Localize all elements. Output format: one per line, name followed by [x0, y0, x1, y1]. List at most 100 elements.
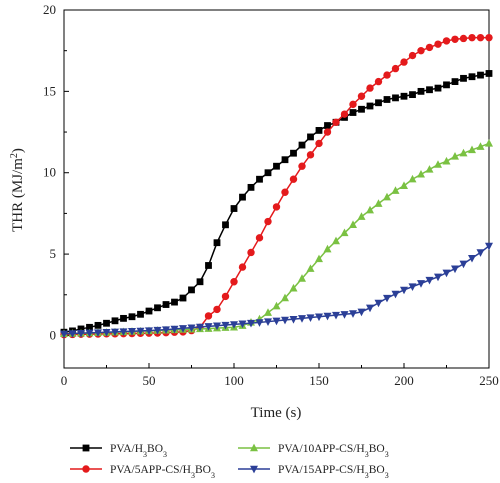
legend-entry-1: PVA/5APP-CS/H3BO3 [70, 464, 215, 480]
y-tick-label-3: 15 [43, 83, 56, 98]
data-point [375, 99, 382, 107]
data-point [103, 319, 110, 327]
data-point [485, 242, 493, 251]
data-point [349, 310, 357, 318]
data-point [443, 81, 450, 89]
data-point [128, 328, 136, 336]
data-point [145, 307, 153, 315]
x-tick-label-3: 150 [309, 373, 329, 388]
data-point [459, 148, 468, 157]
data-point [94, 321, 102, 329]
data-point [230, 278, 238, 286]
series-group [60, 33, 493, 339]
data-point [468, 33, 476, 42]
data-point [400, 286, 408, 295]
data-point [281, 188, 289, 196]
data-point [391, 290, 400, 299]
data-point [357, 308, 366, 317]
data-point [289, 283, 298, 292]
legend-marker [82, 444, 90, 452]
data-point [264, 318, 272, 327]
data-point [272, 203, 281, 211]
data-point [128, 313, 136, 321]
data-point [357, 92, 366, 100]
data-point [187, 324, 196, 333]
data-point [205, 262, 212, 269]
data-point [290, 149, 297, 157]
data-point [255, 319, 264, 327]
data-point [145, 327, 153, 335]
data-point [247, 183, 255, 191]
data-point [213, 305, 221, 314]
data-point [442, 269, 451, 278]
data-point [289, 175, 298, 183]
data-point [451, 265, 459, 274]
data-point [451, 78, 459, 85]
data-point [315, 254, 323, 263]
data-point [213, 239, 221, 247]
legend-label: PVA/5APP-CS/H3BO3 [110, 464, 215, 480]
data-point [442, 156, 451, 165]
data-point [247, 248, 255, 257]
data-point [281, 316, 289, 325]
data-point [332, 311, 340, 320]
data-point [306, 264, 315, 272]
legend-label: PVA/10APP-CS/H3BO3 [278, 443, 389, 459]
plot-frame [63, 9, 490, 369]
data-point [451, 35, 459, 43]
x-tick-label-2: 100 [224, 373, 244, 388]
data-point [425, 43, 434, 52]
y-tick-label-2: 10 [43, 165, 56, 180]
data-point [323, 244, 332, 253]
series-3 [60, 242, 493, 339]
data-point [137, 310, 144, 318]
data-point [434, 160, 442, 168]
axis-ticks: 0 50 100 150 200 250 0 5 10 15 20 [43, 2, 499, 388]
y-tick-label-1: 5 [50, 246, 57, 261]
data-point [476, 249, 485, 257]
data-point [409, 91, 416, 99]
legend-entry-0: PVA/H3BO3 [70, 443, 167, 459]
y-axis-title: THR (MJ/m2) [9, 148, 27, 232]
data-point [323, 128, 332, 136]
data-point [94, 329, 102, 337]
data-point [468, 73, 476, 81]
data-point [102, 329, 111, 337]
data-point [230, 321, 238, 329]
data-point [119, 328, 128, 336]
data-point [264, 308, 272, 316]
data-point [136, 327, 145, 336]
data-point [179, 294, 187, 302]
data-point [425, 276, 434, 285]
data-point [383, 71, 391, 79]
data-point [459, 260, 468, 269]
data-point [477, 71, 484, 79]
data-point [349, 220, 357, 228]
y-tick-label-4: 20 [43, 2, 56, 17]
data-point [485, 139, 493, 147]
legend-label: PVA/H3BO3 [110, 443, 167, 459]
data-point [349, 100, 357, 109]
data-point [188, 286, 195, 294]
data-point [366, 205, 374, 214]
data-point [468, 145, 476, 154]
data-point [434, 84, 442, 92]
legend-entry-2: PVA/10APP-CS/H3BO3 [238, 443, 389, 459]
data-point [358, 105, 365, 113]
data-point [340, 311, 349, 319]
data-point [273, 162, 280, 170]
data-point [255, 234, 264, 242]
legend-marker [250, 465, 258, 474]
data-point [306, 151, 315, 159]
data-point [153, 326, 162, 335]
data-point [289, 315, 298, 324]
data-point [298, 274, 306, 282]
data-point [315, 127, 323, 134]
legend-entry-3: PVA/15APP-CS/H3BO3 [238, 464, 389, 480]
data-point [120, 314, 127, 322]
data-point [476, 142, 485, 150]
data-point [171, 298, 178, 306]
data-point [340, 228, 349, 237]
data-point [459, 34, 468, 43]
data-point [374, 77, 383, 86]
